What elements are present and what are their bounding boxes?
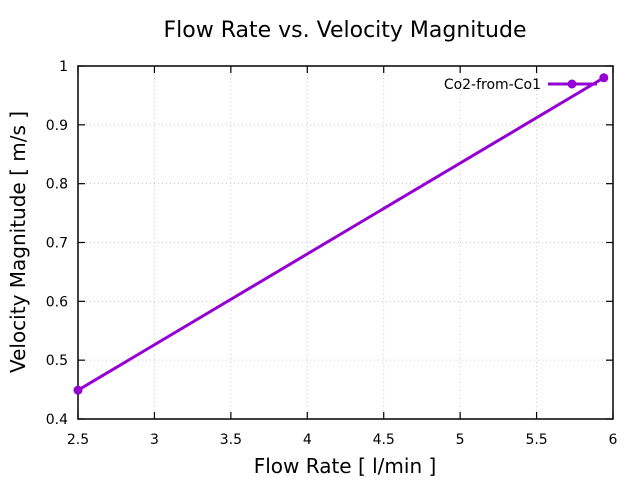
x-tick-label: 6 xyxy=(609,432,618,448)
chart-title: Flow Rate vs. Velocity Magnitude xyxy=(164,18,527,43)
y-tick-label: 0.9 xyxy=(46,118,68,134)
y-axis-label: Velocity Magnitude [ m/s ] xyxy=(6,111,30,373)
y-tick-label: 0.8 xyxy=(46,177,68,193)
x-tick-label: 4 xyxy=(303,432,312,448)
y-tick-label: 0.5 xyxy=(46,353,68,369)
x-tick-label: 3.5 xyxy=(220,432,242,448)
series-group xyxy=(73,73,609,395)
legend: Co2-from-Co1 xyxy=(444,77,597,93)
x-tick-label: 3 xyxy=(150,432,159,448)
y-tick-label: 1 xyxy=(59,59,68,75)
series-line xyxy=(77,76,605,392)
x-tick-label: 5 xyxy=(456,432,465,448)
x-axis-label: Flow Rate [ l/min ] xyxy=(254,454,437,478)
legend-label: Co2-from-Co1 xyxy=(444,77,541,93)
x-tick-label: 2.5 xyxy=(67,432,89,448)
y-tick-label: 0.6 xyxy=(46,294,68,310)
x-tick-label: 4.5 xyxy=(373,432,395,448)
x-tick-label: 5.5 xyxy=(525,432,547,448)
legend-marker xyxy=(567,79,577,89)
data-point xyxy=(73,385,83,395)
grid xyxy=(78,66,613,419)
y-tick-label: 0.4 xyxy=(46,412,68,428)
ticks: 2.5 3 3.5 4 4.5 5 5.5 6 0.4 0.5 0.6 0.7 0.8 0.9 1 xyxy=(46,59,618,448)
data-point xyxy=(599,73,609,83)
y-tick-label: 0.7 xyxy=(46,236,68,252)
